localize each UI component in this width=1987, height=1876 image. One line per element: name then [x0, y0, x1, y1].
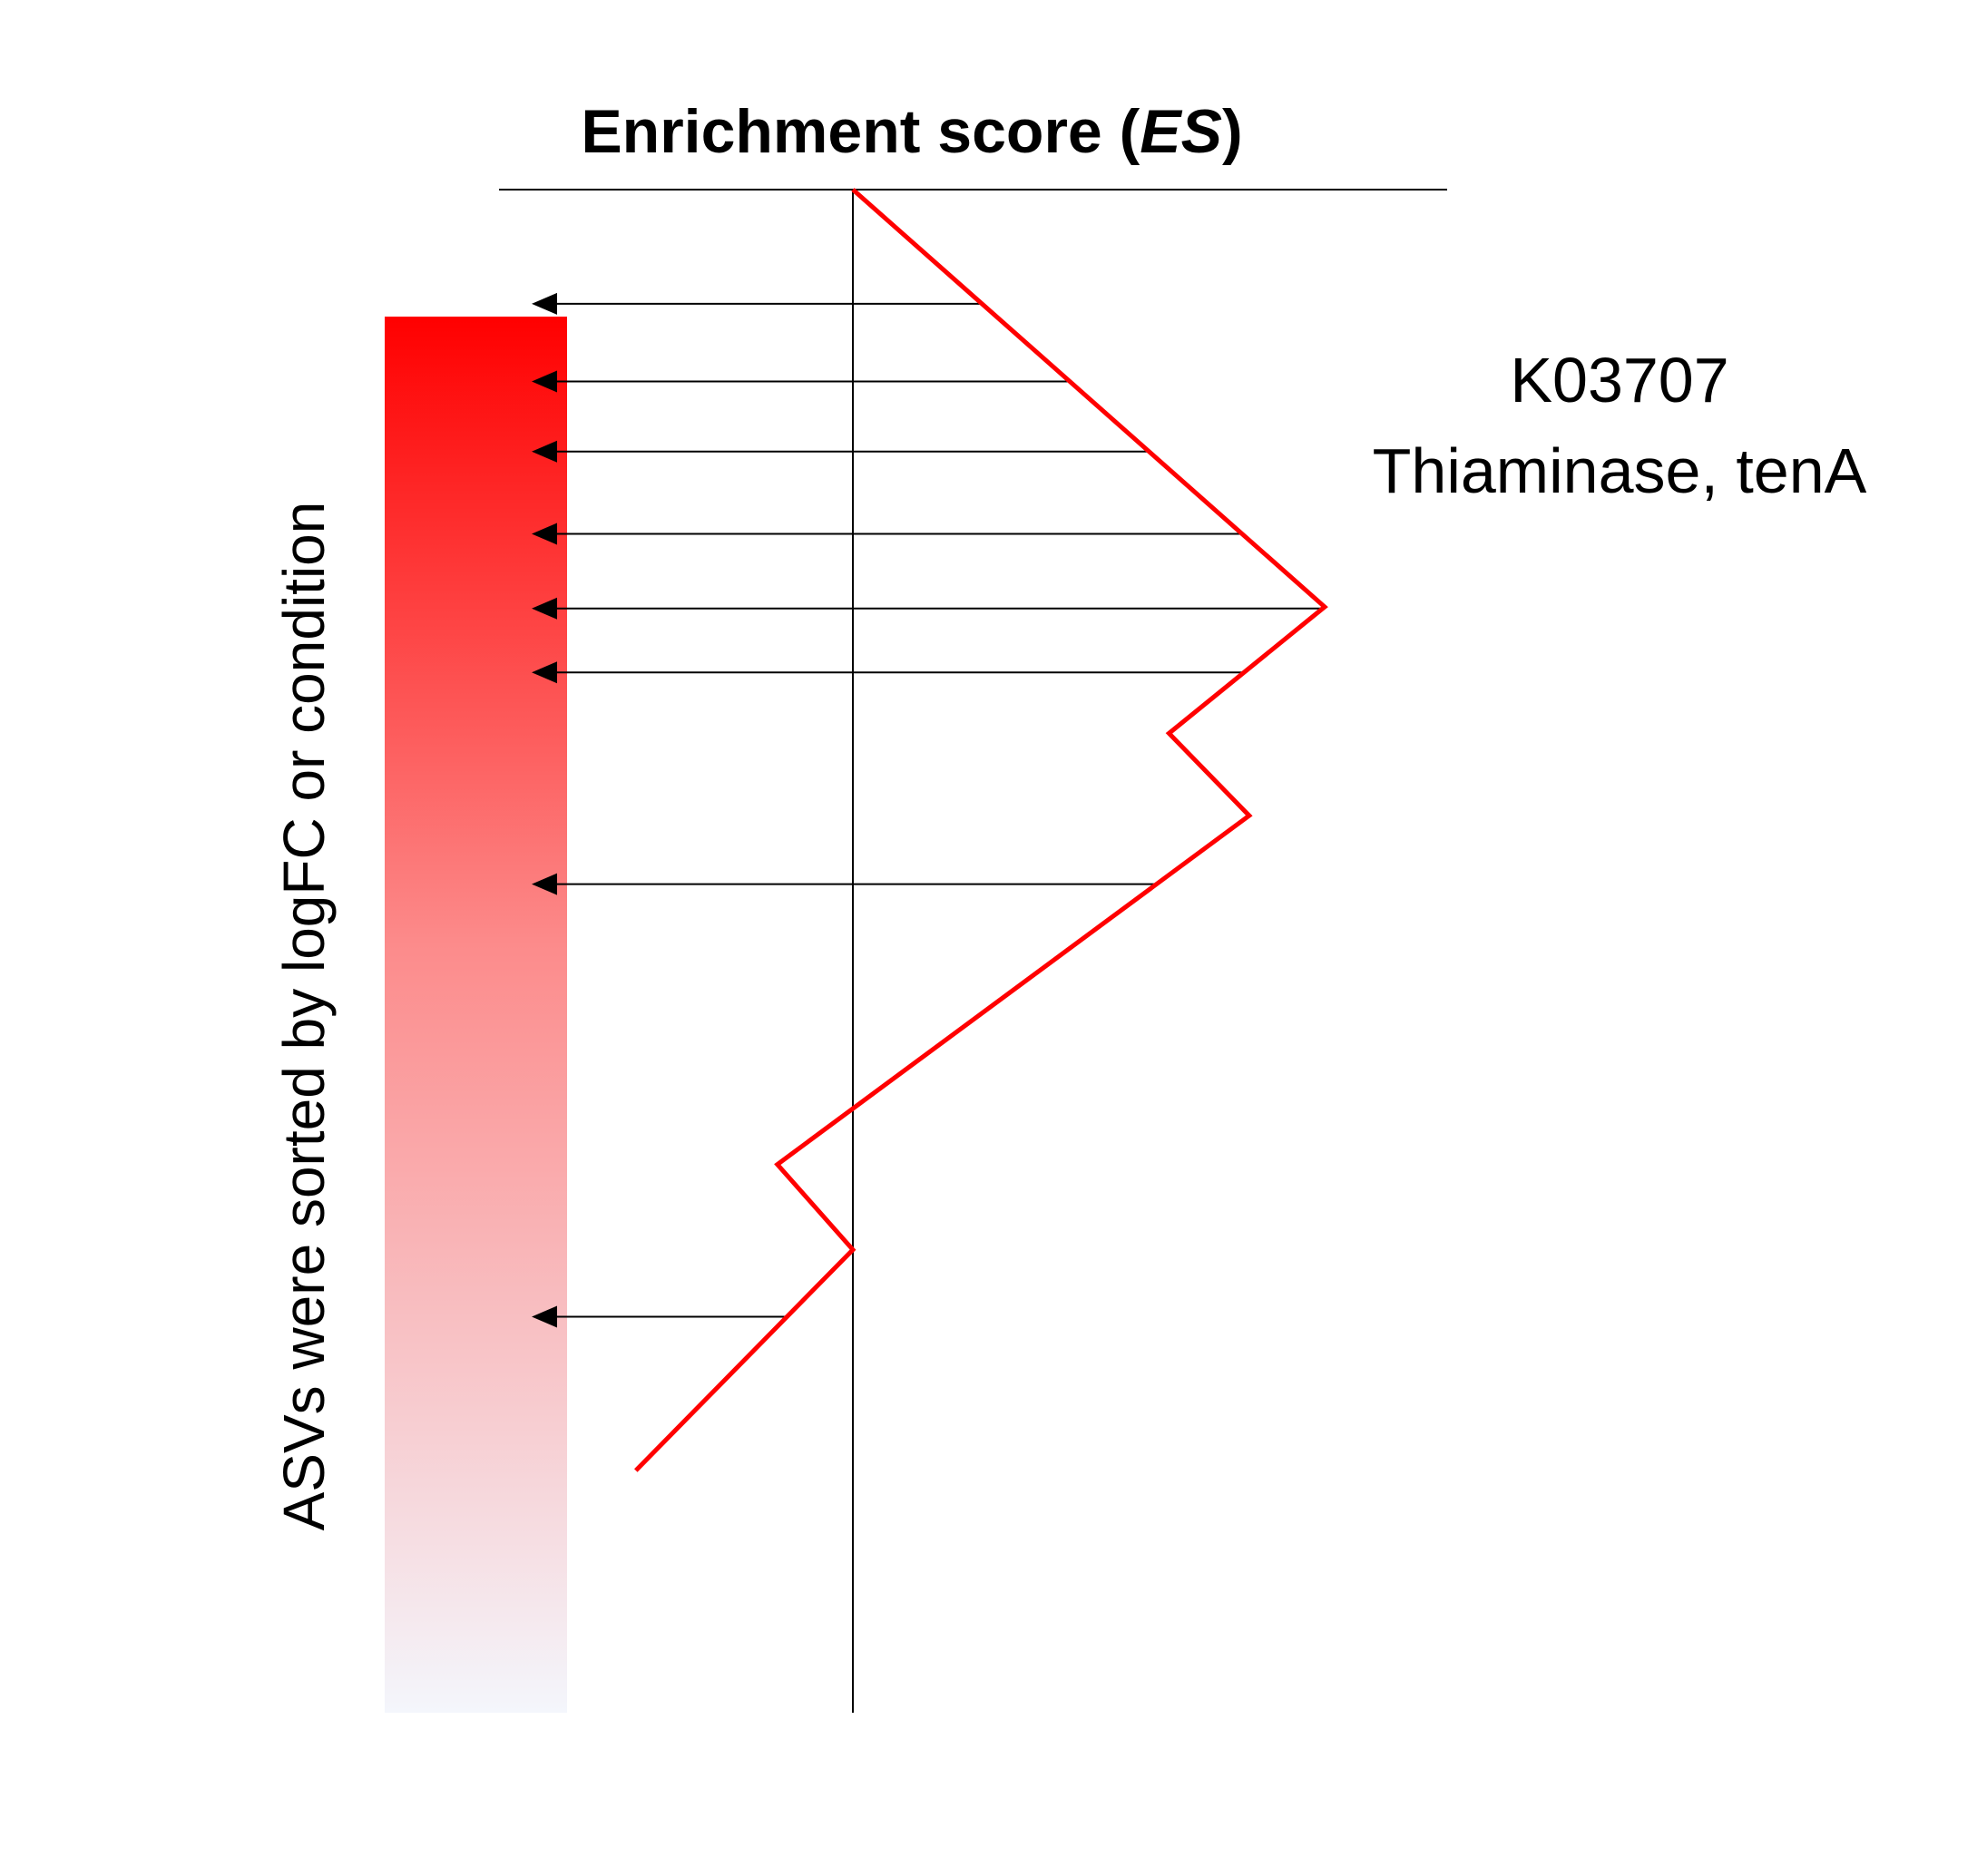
- gene-id-label: K03707: [1510, 345, 1728, 415]
- hit-arrow-head: [532, 873, 557, 895]
- chart-title: Enrichment score (ES): [581, 97, 1242, 166]
- rank-axis-label: ASVs were sorted by logFC or condition: [271, 502, 337, 1531]
- hit-arrow-head: [532, 661, 557, 684]
- hit-arrow: [532, 370, 1071, 393]
- hit-arrow: [532, 523, 1242, 545]
- gene-name-label: Thiaminase, tenA: [1373, 435, 1867, 506]
- hit-arrow: [532, 597, 1323, 620]
- hit-arrow-head: [532, 292, 557, 315]
- hit-arrow: [532, 873, 1157, 895]
- hit-arrow: [532, 440, 1150, 463]
- hit-arrow-head: [532, 523, 557, 545]
- hit-arrow: [532, 661, 1245, 684]
- hit-arrow: [532, 292, 983, 315]
- hit-arrow-head: [532, 1305, 557, 1328]
- es-running-line: [634, 188, 1328, 1472]
- hit-arrow-head: [532, 440, 557, 463]
- hit-arrow-head: [532, 597, 557, 620]
- hit-arrow-head: [532, 370, 557, 393]
- hit-arrows: [532, 292, 1323, 1328]
- ranked-gradient-bar: [385, 317, 567, 1713]
- hit-arrow: [532, 1305, 788, 1328]
